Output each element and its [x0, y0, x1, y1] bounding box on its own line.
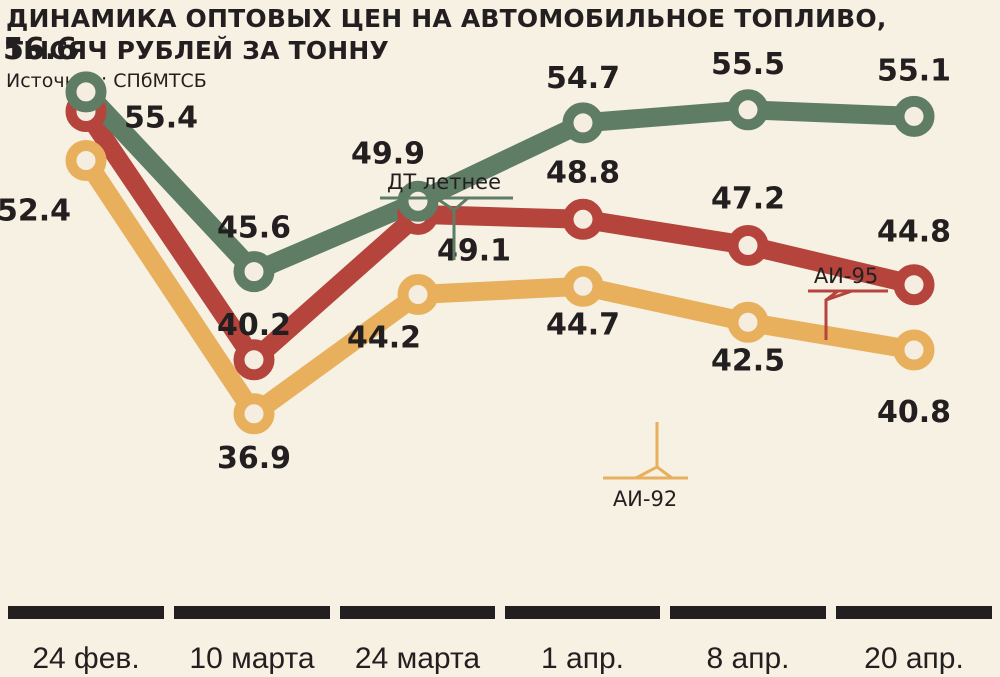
data-label-ai-95-1: 55.4	[124, 101, 198, 136]
data-label-dt-letnee-3: 49.9	[351, 136, 425, 171]
x-tick-label-3: 24 марта	[355, 642, 480, 675]
data-label-ai-92-3: 44.2	[347, 321, 421, 356]
callout-leader-dt-letnee	[380, 196, 513, 260]
x-axis-segment-5	[670, 606, 826, 619]
data-point-ai-95-4	[562, 198, 604, 240]
callout-leader-ai-95	[808, 289, 888, 340]
x-tick-label-1: 24 фев.	[32, 642, 139, 675]
data-point-ai-92-6	[893, 329, 935, 371]
series-label-dt-letnee: ДТ летнее	[387, 170, 501, 194]
callout-leader-ai-92	[603, 422, 688, 480]
x-tick-label-2: 10 марта	[189, 642, 314, 675]
data-label-ai-92-6: 40.8	[877, 395, 951, 430]
data-point-dt-letnee-2	[233, 251, 275, 293]
chart-title-line-2: ТЫСЯЧ РУБЛЕЙ ЗА ТОННУ	[6, 36, 390, 65]
series-line-dt-letnee	[76, 82, 924, 282]
data-label-ai-95-5: 47.2	[711, 182, 785, 217]
data-point-dt-letnee-3	[397, 180, 439, 222]
x-axis-segment-6	[836, 606, 992, 619]
data-point-dt-letnee-6	[893, 95, 935, 137]
chart-source: Источник: СПбМТСБ	[6, 70, 207, 92]
x-tick-label-5: 8 апр.	[707, 642, 790, 675]
series-line-ai-95	[76, 102, 924, 370]
data-label-dt-letnee-1: 56.6	[3, 32, 77, 67]
data-label-ai-95-2: 40.2	[217, 308, 291, 343]
data-point-ai-92-3	[397, 274, 439, 315]
series-line-ai-92	[76, 151, 924, 424]
chart-title-line-1: ДИНАМИКА ОПТОВЫХ ЦЕН НА АВТОМОБИЛЬНОЕ ТО…	[6, 4, 887, 33]
data-point-ai-92-5	[727, 301, 769, 343]
data-label-ai-92-2: 36.9	[217, 441, 291, 476]
data-point-ai-95-5	[727, 225, 769, 266]
data-point-ai-92-4	[562, 265, 604, 307]
data-label-ai-92-4: 44.7	[546, 307, 620, 342]
data-point-ai-92-1	[65, 140, 107, 181]
x-tick-label-4: 1 апр.	[541, 642, 624, 675]
data-label-dt-letnee-4: 54.7	[546, 61, 620, 96]
data-label-ai-92-5: 42.5	[711, 343, 785, 378]
series-label-ai-92: АИ-92	[613, 487, 677, 511]
data-point-dt-letnee-4	[562, 102, 604, 144]
data-label-dt-letnee-6: 55.1	[877, 53, 951, 88]
x-axis-segment-2	[174, 606, 330, 619]
data-label-ai-95-6: 44.8	[877, 215, 951, 250]
series-label-ai-95: АИ-95	[814, 264, 878, 288]
x-axis-segment-3	[340, 606, 495, 619]
data-point-dt-letnee-5	[727, 89, 769, 131]
x-axis-segment-1	[8, 606, 164, 619]
data-point-ai-95-2	[233, 339, 275, 381]
data-point-ai-95-6	[893, 264, 935, 306]
data-point-ai-92-2	[233, 393, 275, 435]
data-label-dt-letnee-2: 45.6	[217, 211, 291, 246]
data-label-ai-95-4: 48.8	[546, 155, 620, 190]
data-label-ai-95-3: 49.1	[437, 233, 511, 268]
x-axis-segment-4	[505, 606, 660, 619]
x-tick-label-6: 20 апр.	[864, 642, 964, 675]
data-point-dt-letnee-1	[65, 71, 107, 113]
data-label-dt-letnee-5: 55.5	[711, 47, 785, 82]
data-label-ai-92-1: 52.4	[0, 194, 71, 229]
